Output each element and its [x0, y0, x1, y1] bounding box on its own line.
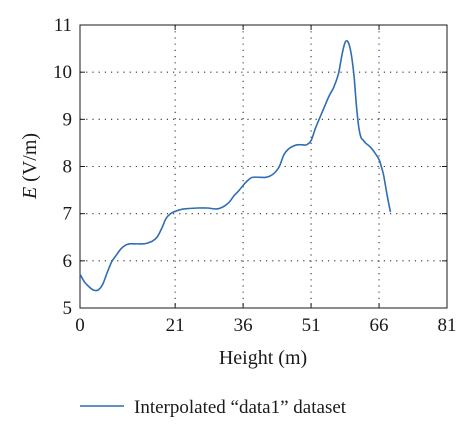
y-tick-label: 5 — [63, 298, 73, 319]
x-tick-label: 51 — [302, 315, 321, 336]
y-tick-label: 9 — [63, 109, 73, 130]
x-tick-label: 36 — [234, 315, 253, 336]
y-tick-label: 8 — [63, 157, 73, 178]
x-tick-label: 0 — [75, 315, 85, 336]
tick-labels: 0 21 36 51 66 81 5 6 7 8 9 10 11 — [53, 15, 457, 336]
y-axis-variable: E — [19, 187, 41, 200]
legend: Interpolated “data1” dataset — [80, 397, 347, 418]
y-tick-label: 11 — [54, 15, 72, 36]
x-tick-label: 21 — [166, 315, 185, 336]
grid-lines — [80, 25, 447, 308]
x-axis-label: Height (m) — [219, 347, 307, 369]
axis-ticks — [79, 24, 448, 309]
series-line-data1 — [79, 39, 392, 292]
x-tick-label: 81 — [438, 315, 457, 336]
plot-area-frame — [79, 24, 448, 309]
y-tick-label: 10 — [53, 62, 72, 83]
legend-label: Interpolated “data1” dataset — [134, 397, 347, 418]
y-tick-label: 6 — [63, 251, 73, 272]
y-tick-label: 7 — [63, 204, 73, 225]
x-tick-label: 66 — [370, 315, 389, 336]
y-axis-unit: (V/m) — [19, 133, 41, 187]
y-axis-label: E (V/m) — [19, 133, 41, 200]
